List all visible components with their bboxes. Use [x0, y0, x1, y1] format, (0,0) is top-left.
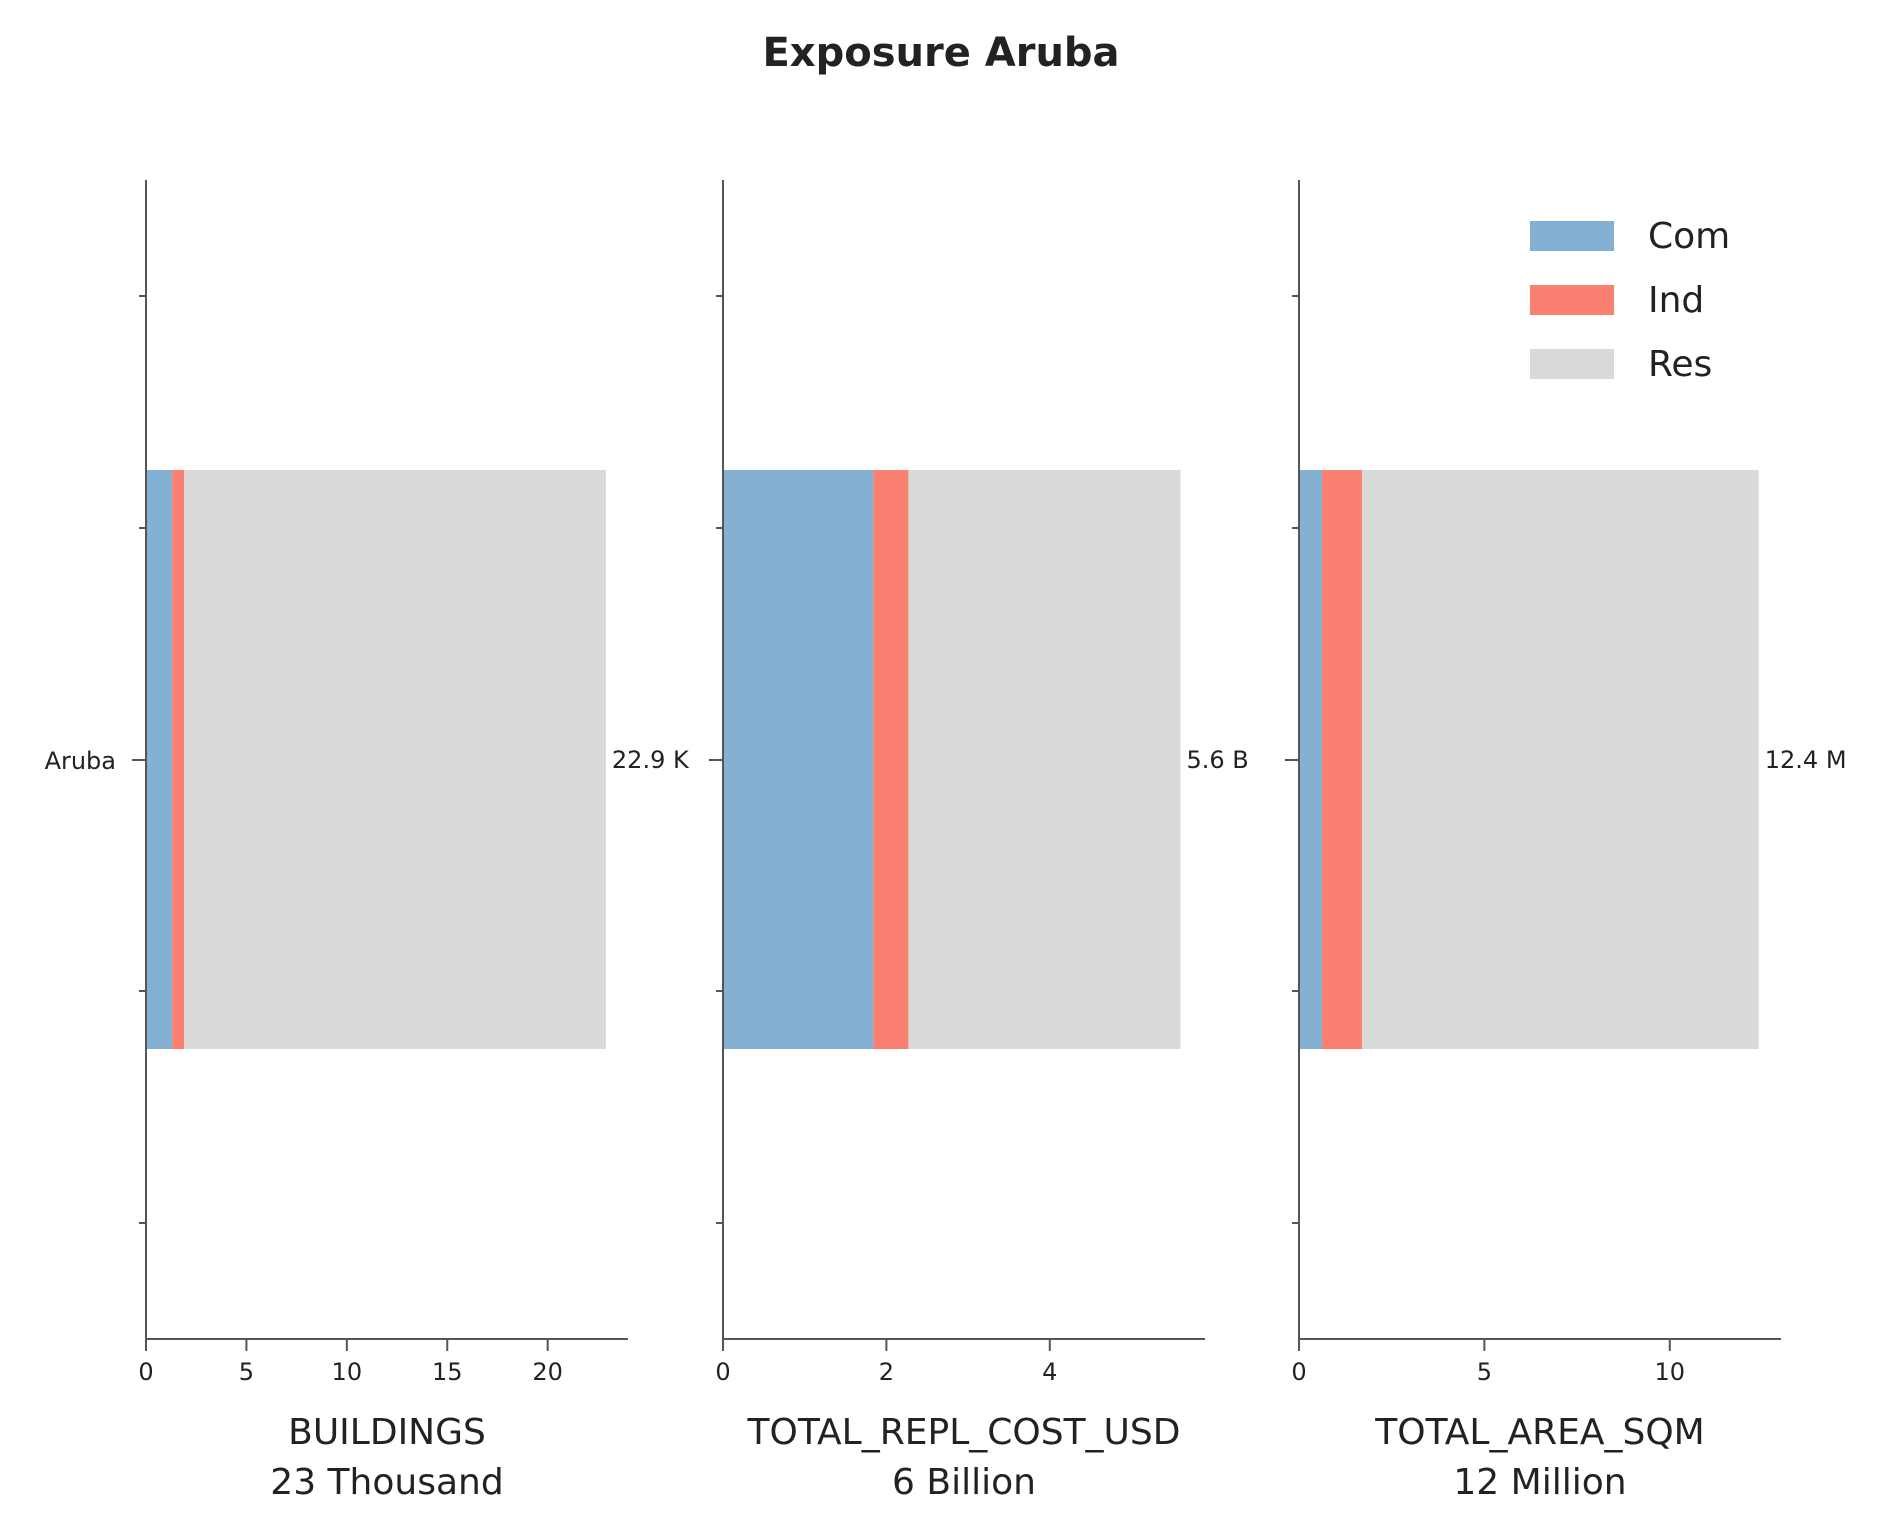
chart-title: Exposure Aruba	[762, 30, 1119, 76]
x-axis-sublabel: 12 Million	[1453, 1462, 1626, 1503]
legend-swatch-ind	[1530, 285, 1614, 315]
bar-com	[146, 470, 173, 1049]
x-tick-label: 0	[715, 1358, 730, 1386]
bar-ind	[1321, 470, 1363, 1049]
x-tick-label: 10	[1654, 1358, 1685, 1386]
legend-label-ind: Ind	[1648, 280, 1704, 321]
x-tick-label: 5	[239, 1358, 254, 1386]
x-tick-label: 5	[1477, 1358, 1492, 1386]
panel-2: 0 2 4 5.6 B TOTAL_REPL_COST_USD 6 Billion	[709, 180, 1249, 1503]
total-label: 5.6 B	[1186, 746, 1248, 774]
panel-3: 0 5 10 12.4 M TOTAL_AREA_SQM 12 Million	[1285, 180, 1847, 1503]
y-tick-label: Aruba	[45, 747, 116, 775]
bar-com	[723, 470, 874, 1049]
x-axis-sublabel: 6 Billion	[892, 1462, 1036, 1503]
x-axis-label: BUILDINGS	[288, 1412, 486, 1453]
legend-label-com: Com	[1648, 216, 1730, 257]
x-tick-label: 0	[1291, 1358, 1306, 1386]
bar-res	[184, 470, 606, 1049]
x-axis-label: TOTAL_REPL_COST_USD	[747, 1412, 1181, 1453]
legend-label-res: Res	[1648, 344, 1712, 385]
x-tick-label: 4	[1042, 1358, 1057, 1386]
x-tick-label: 15	[432, 1358, 463, 1386]
x-tick-label: 2	[879, 1358, 894, 1386]
panel-1: Aruba 0 5 10 15 20 22.9 K BUILDINGS 23 Thousand	[45, 180, 690, 1503]
x-tick-label: 20	[532, 1358, 563, 1386]
bar-res	[1362, 470, 1759, 1049]
legend: Com Ind Res	[1530, 216, 1730, 385]
bar-res	[908, 470, 1181, 1049]
legend-swatch-com	[1530, 221, 1614, 251]
x-tick-label: 0	[138, 1358, 153, 1386]
x-axis-sublabel: 23 Thousand	[270, 1462, 503, 1503]
x-axis-label: TOTAL_AREA_SQM	[1374, 1412, 1704, 1453]
bar-com	[1299, 470, 1322, 1049]
legend-swatch-res	[1530, 349, 1614, 379]
total-label: 12.4 M	[1765, 746, 1847, 774]
total-label: 22.9 K	[612, 746, 690, 774]
bar-ind	[172, 470, 185, 1049]
bar-ind	[873, 470, 909, 1049]
x-tick-label: 10	[332, 1358, 363, 1386]
